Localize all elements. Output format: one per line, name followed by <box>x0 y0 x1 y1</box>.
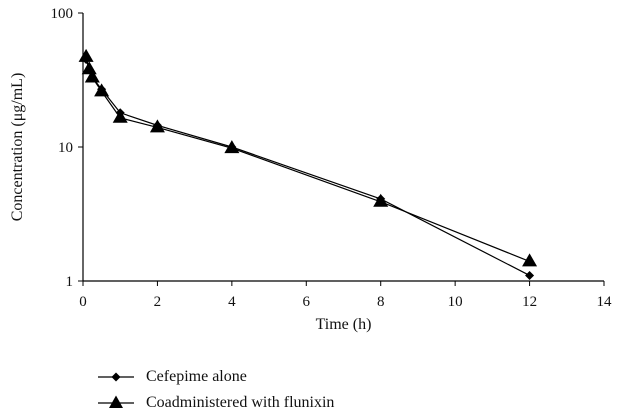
x-tick-label: 2 <box>154 294 162 310</box>
series-cefepime <box>81 54 535 280</box>
triangle-marker-icon <box>98 395 134 408</box>
series-line <box>85 59 530 276</box>
data-point-triangle <box>373 193 389 207</box>
x-tick-label: 10 <box>448 294 463 310</box>
legend-item-cefepime: Cefepime alone <box>98 364 334 390</box>
legend-label-flunixin: Coadministered with flunixin <box>146 394 335 411</box>
data-point-triangle <box>78 48 94 62</box>
series-flunixin <box>78 48 538 267</box>
data-point-triangle <box>224 140 240 154</box>
data-point-triangle <box>149 119 165 133</box>
data-point-diamond <box>525 270 535 280</box>
y-axis-title: Concentration (μg/mL) <box>9 73 26 222</box>
tick-labels: 0 2 4 6 8 10 12 14 1 10 100 <box>51 6 613 310</box>
x-tick-label: 0 <box>79 294 87 310</box>
x-axis-title: Time (h) <box>316 316 372 333</box>
legend-item-flunixin: Coadministered with flunixin <box>98 390 334 416</box>
diamond-marker-icon <box>98 372 134 382</box>
x-tick-label: 6 <box>303 294 311 310</box>
x-tick-label: 4 <box>228 294 236 310</box>
y-tick-label: 10 <box>58 140 73 156</box>
axes <box>82 13 604 282</box>
series-line <box>85 56 530 262</box>
y-tick-label: 1 <box>66 274 74 290</box>
series-layer <box>78 48 538 280</box>
data-point-triangle <box>94 83 110 97</box>
x-tick-label: 12 <box>522 294 537 310</box>
x-tick-label: 14 <box>597 294 613 310</box>
legend: Cefepime alone Coadministered with fluni… <box>98 364 334 416</box>
x-tick-label: 8 <box>377 294 385 310</box>
legend-label-cefepime: Cefepime alone <box>146 368 247 385</box>
data-point-triangle <box>81 61 97 75</box>
y-tick-label: 100 <box>51 6 74 22</box>
data-point-triangle <box>522 253 538 267</box>
data-point-triangle <box>112 109 128 123</box>
data-point-triangle <box>84 69 100 83</box>
